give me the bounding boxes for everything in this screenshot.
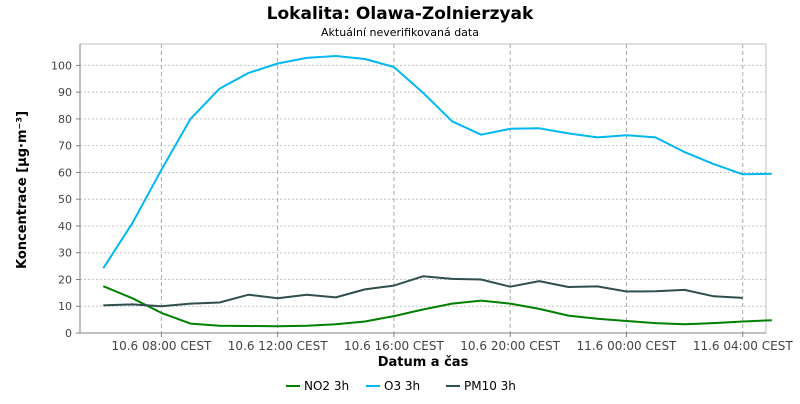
y-tick-label: 100 [51, 59, 72, 72]
y-tick-label: 80 [58, 113, 72, 126]
y-tick-label: 0 [65, 327, 72, 340]
y-tick-label: 40 [58, 220, 72, 233]
chart-title: Lokalita: Olawa-Zolnierzyak [267, 4, 534, 24]
x-tick-label: 10.6 20:00 CEST [460, 339, 561, 353]
y-tick-label: 70 [58, 140, 72, 153]
y-axis: 0 10 20 30 40 50 60 70 80 90 100 [51, 44, 81, 340]
y-tick-label: 60 [58, 166, 72, 179]
series-line-no2-3h [102, 285, 772, 328]
series-line-pm10-3h [103, 275, 743, 308]
x-tick-label: 10.6 12:00 CEST [228, 339, 329, 353]
legend: NO2 3h O3 3h PM10 3h [286, 379, 516, 393]
x-tick-label: 10.6 08:00 CEST [111, 339, 212, 353]
x-axis-ticks: 10.6 08:00 CEST 10.6 12:00 CEST 10.6 16:00… [111, 333, 793, 353]
y-axis-ticks: 0 10 20 30 40 50 60 70 80 90 100 [51, 59, 80, 340]
plot-background [80, 44, 766, 333]
y-tick-label: 20 [58, 273, 72, 286]
y-tick-label: 30 [58, 247, 72, 260]
legend-label: O3 3h [384, 379, 420, 393]
y-tick-label: 10 [58, 300, 72, 313]
series-lines [102, 55, 772, 328]
y-tick-label: 90 [58, 86, 72, 99]
chart-subtitle: Aktuální neverifikovaná data [321, 26, 479, 39]
series-line-o3-3h [102, 55, 772, 269]
y-tick-label: 50 [58, 193, 72, 206]
legend-label: NO2 3h [304, 379, 349, 393]
x-tick-label: 10.6 16:00 CEST [344, 339, 445, 353]
x-tick-label: 11.6 04:00 CEST [693, 339, 794, 353]
x-tick-label: 11.6 00:00 CEST [577, 339, 678, 353]
plot-area [80, 43, 772, 333]
x-axis-label: Datum a čas [378, 355, 469, 370]
y-axis-label: Koncentrace [µg·m⁻³] [15, 111, 30, 269]
x-axis: 10.6 08:00 CEST 10.6 12:00 CEST 10.6 16:00… [80, 332, 793, 353]
legend-label: PM10 3h [464, 379, 516, 393]
